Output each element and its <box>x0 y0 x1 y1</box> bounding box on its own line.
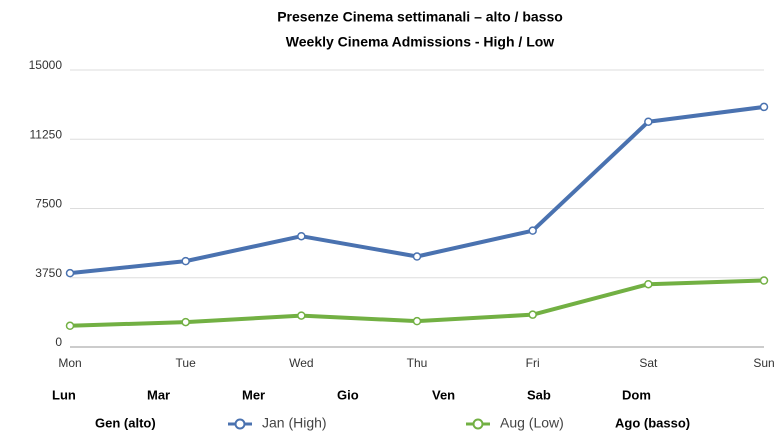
point <box>644 279 653 289</box>
y-tick-label: 15000 <box>29 58 63 72</box>
y-tick-label: 0 <box>55 335 62 349</box>
secondary-x-label: Gio <box>337 387 359 402</box>
point <box>297 231 306 241</box>
secondary-x-label: Dom <box>622 387 651 402</box>
legend-alt-label: Ago (basso) <box>615 415 690 430</box>
x-tick-label: Wed <box>289 356 313 370</box>
point <box>412 316 422 326</box>
point <box>759 102 769 112</box>
point <box>181 317 190 327</box>
x-tick-label: Thu <box>407 356 428 370</box>
legend-alt-label: Gen (alto) <box>95 415 156 430</box>
x-tick-label: Fri <box>526 356 540 370</box>
point <box>181 256 190 266</box>
point <box>412 252 422 261</box>
secondary-x-label: Lun <box>52 387 76 402</box>
x-tick-label: Mon <box>58 356 81 370</box>
point <box>528 310 537 319</box>
point <box>65 321 75 331</box>
point <box>644 117 653 126</box>
chart-subtitle: Weekly Cinema Admissions - High / Low <box>286 34 554 50</box>
point <box>297 311 306 320</box>
legend-marker <box>472 418 484 430</box>
y-tick-label: 11250 <box>30 127 63 141</box>
y-tick-label: 7500 <box>35 197 62 211</box>
y-tick-label: 3750 <box>35 266 62 280</box>
x-tick-label: Sun <box>753 356 774 370</box>
secondary-x-label: Mer <box>242 387 265 402</box>
point <box>65 268 75 278</box>
x-tick-label: Tue <box>176 356 197 370</box>
point <box>759 276 769 285</box>
secondary-x-label: Sab <box>527 387 551 402</box>
secondary-x-label: Mar <box>147 387 170 402</box>
x-tick-label: Sat <box>639 356 658 370</box>
chart-title: Presenze Cinema settimanali – alto / bas… <box>277 9 563 25</box>
legend-marker <box>234 418 246 430</box>
series-line <box>69 104 765 276</box>
legend-label: Aug (Low) <box>500 415 564 431</box>
point <box>528 226 537 235</box>
legend-label: Jan (High) <box>262 415 327 431</box>
secondary-x-label: Ven <box>432 387 455 402</box>
